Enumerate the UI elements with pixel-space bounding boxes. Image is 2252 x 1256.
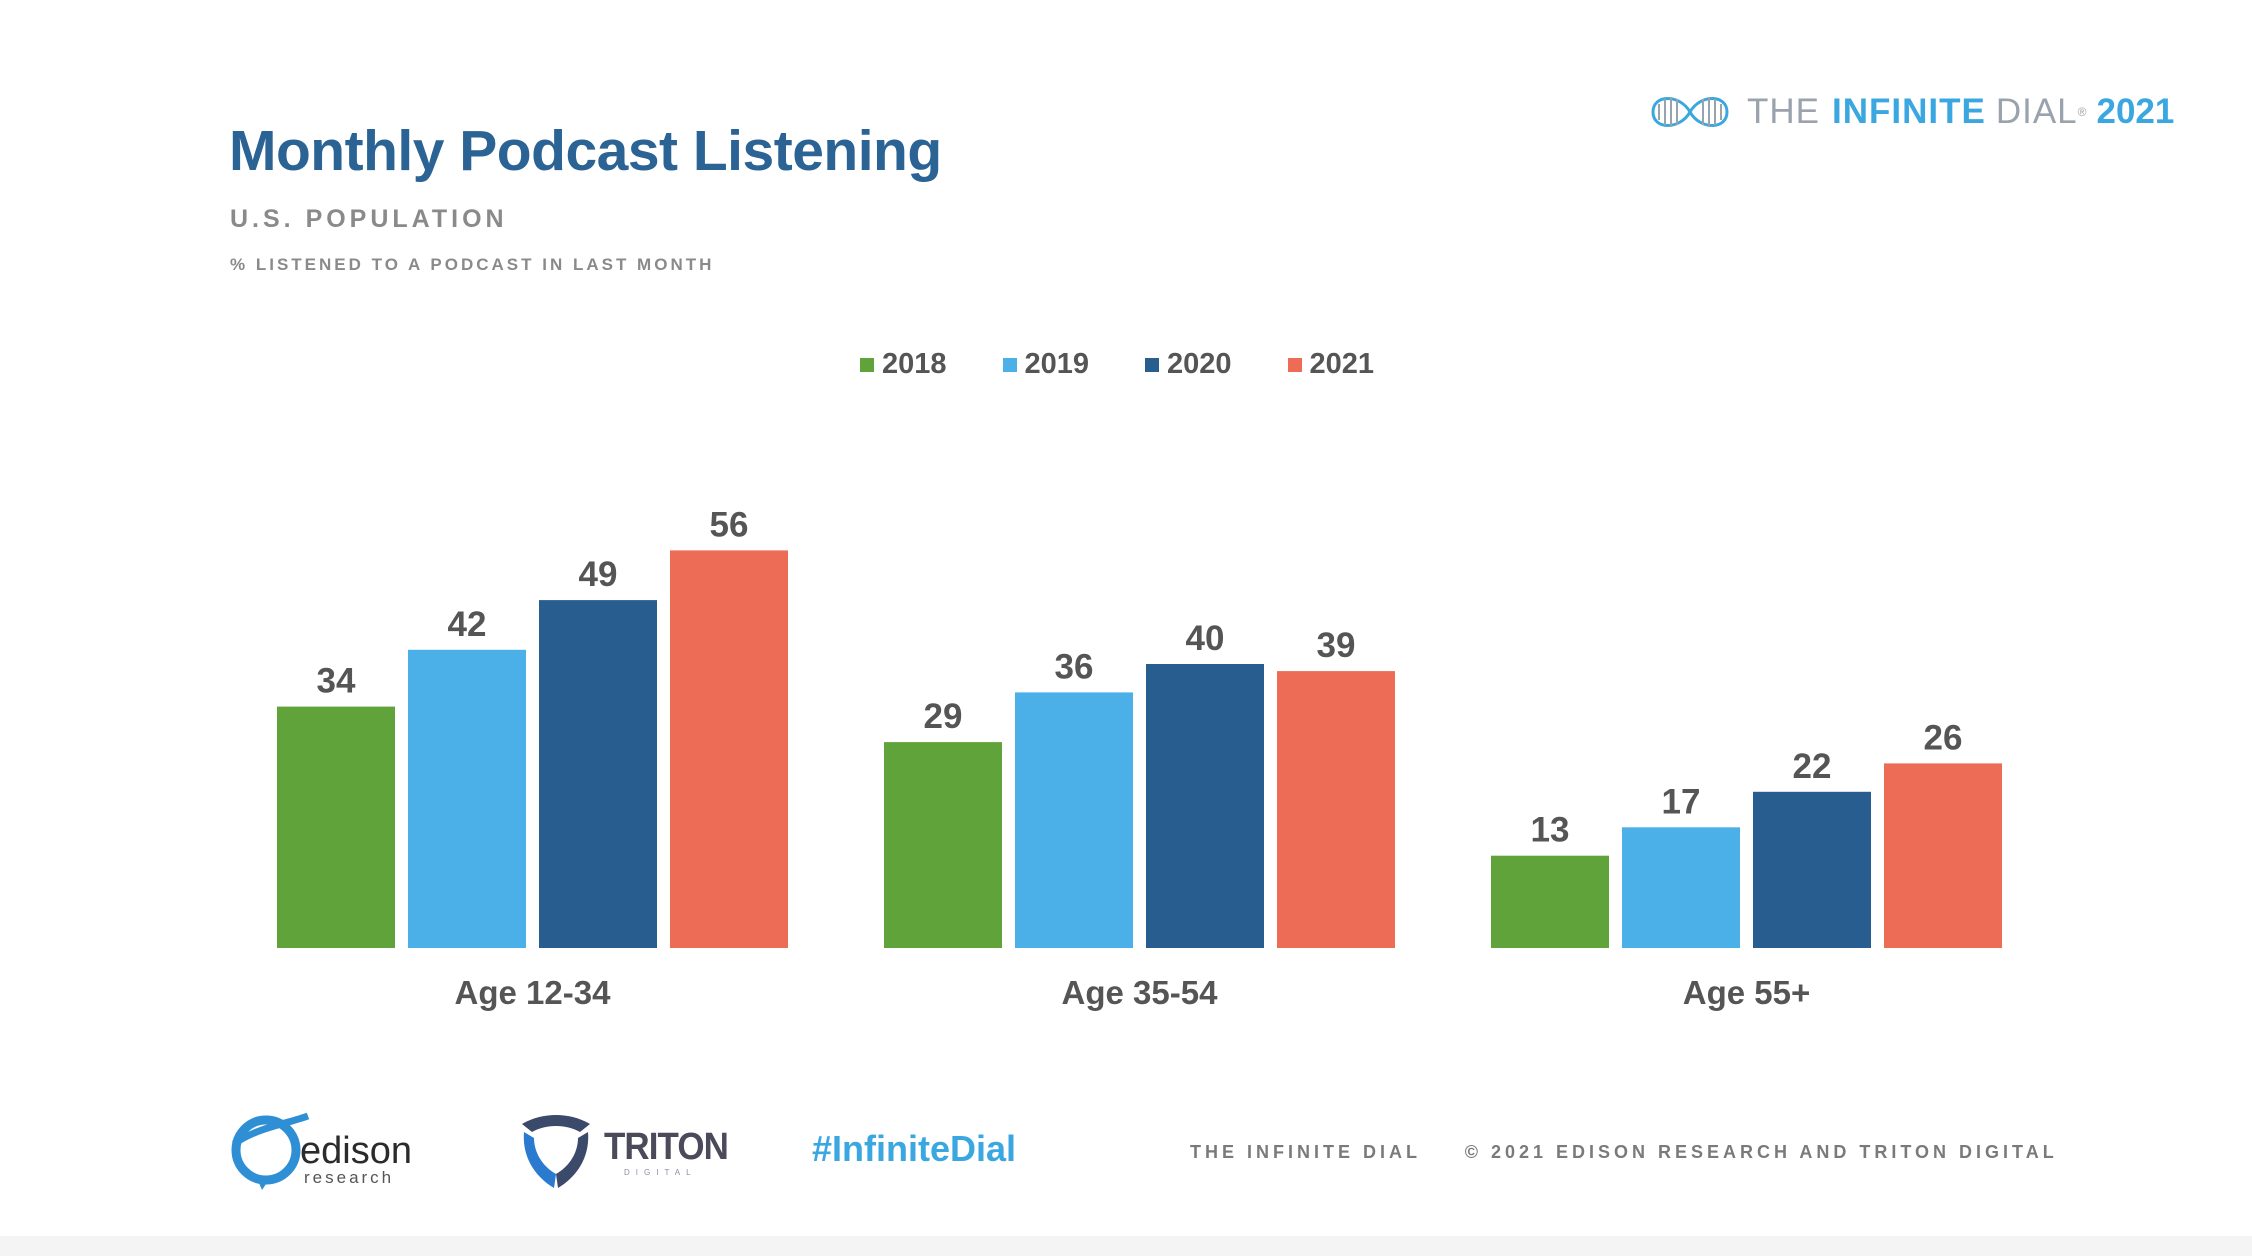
infinite-dial-logo: THE INFINITE DIAL ® 2021 [1645, 84, 2174, 140]
data-label-age-12-34-2018: 34 [317, 662, 356, 701]
bar-age-12-34-2020 [539, 600, 657, 948]
category-label-age-35-54: Age 35-54 [1062, 974, 1219, 1011]
data-label-age-35-54-2021: 39 [1317, 626, 1356, 665]
legend-swatch-2019 [1002, 357, 1017, 372]
bar-age-55-2020 [1753, 791, 1871, 948]
legend-swatch-2021 [1287, 357, 1302, 372]
footer-credits: THE INFINITE DIAL © 2021 EDISON RESEARCH… [1190, 1142, 2058, 1163]
data-label-age-55-2018: 13 [1531, 811, 1570, 850]
bar-age-55-2019 [1622, 827, 1740, 948]
bar-age-35-54-2018 [884, 742, 1002, 948]
brand-name: INFINITE [1832, 92, 1986, 131]
chart-description: % LISTENED TO A PODCAST IN LAST MONTH [230, 255, 715, 274]
footer-left-text: THE INFINITE DIAL [1190, 1142, 1421, 1162]
edison-logo-icon [231, 1112, 310, 1190]
data-label-age-55-2020: 22 [1793, 747, 1832, 786]
legend-item-2019: 2019 [1002, 348, 1090, 381]
bar-age-12-34-2018 [277, 706, 395, 948]
bar-age-35-54-2020 [1146, 664, 1264, 948]
bottom-strip [0, 1236, 2252, 1256]
data-label-age-55-2019: 17 [1662, 782, 1701, 821]
legend-item-2021: 2021 [1287, 348, 1375, 381]
legend-label-2021: 2021 [1309, 348, 1375, 380]
infinity-icon [1651, 97, 1729, 127]
bar-age-55-2021 [1884, 763, 2002, 948]
legend-label-2020: 2020 [1167, 348, 1232, 380]
brand-suffix: DIAL [1995, 92, 2078, 131]
legend-label-2018: 2018 [882, 348, 947, 380]
bar-age-55-2018 [1491, 855, 1609, 948]
legend-item-2020: 2020 [1145, 348, 1232, 381]
edison-logo-subtext: research [304, 1168, 395, 1187]
legend-label-2019: 2019 [1024, 348, 1090, 380]
data-label-age-35-54-2019: 36 [1055, 647, 1094, 686]
page-title: Monthly Podcast Listening [229, 119, 942, 183]
data-label-age-12-34-2021: 56 [710, 505, 749, 544]
legend-item-2018: 2018 [860, 348, 947, 381]
footer-copyright: © 2021 EDISON RESEARCH AND TRITON DIGITA… [1464, 1142, 2058, 1162]
data-label-age-35-54-2018: 29 [924, 697, 963, 736]
data-label-age-12-34-2020: 49 [579, 555, 618, 594]
chart-legend: 2018 2019 2020 2021 [860, 348, 1430, 381]
triton-logo-text: TRITON [604, 1126, 729, 1168]
bar-age-12-34-2019 [408, 649, 526, 948]
category-label-age-12-34: Age 12-34 [455, 974, 612, 1011]
triton-logo-subtext: DIGITAL [624, 1168, 697, 1177]
bar-age-35-54-2019 [1015, 692, 1133, 948]
brand-prefix: THE [1747, 92, 1820, 131]
category-label-age-55: Age 55+ [1683, 974, 1811, 1011]
data-label-age-12-34-2019: 42 [448, 605, 487, 644]
legend-swatch-2020 [1145, 357, 1160, 372]
hashtag-link[interactable]: #InfiniteDial [812, 1128, 1017, 1169]
brand-registered-mark: ® [2077, 105, 2087, 119]
data-label-age-55-2021: 26 [1924, 718, 1963, 757]
triton-logo-icon [522, 1115, 590, 1188]
brand-year: 2021 [2096, 92, 2175, 131]
page-subtitle: U.S. POPULATION [230, 205, 508, 233]
bar-age-35-54-2021 [1277, 671, 1395, 948]
data-label-age-35-54-2020: 40 [1186, 619, 1225, 658]
legend-swatch-2018 [860, 357, 874, 372]
bar-age-12-34-2021 [670, 550, 788, 948]
edison-logo-text: edison [300, 1130, 412, 1172]
